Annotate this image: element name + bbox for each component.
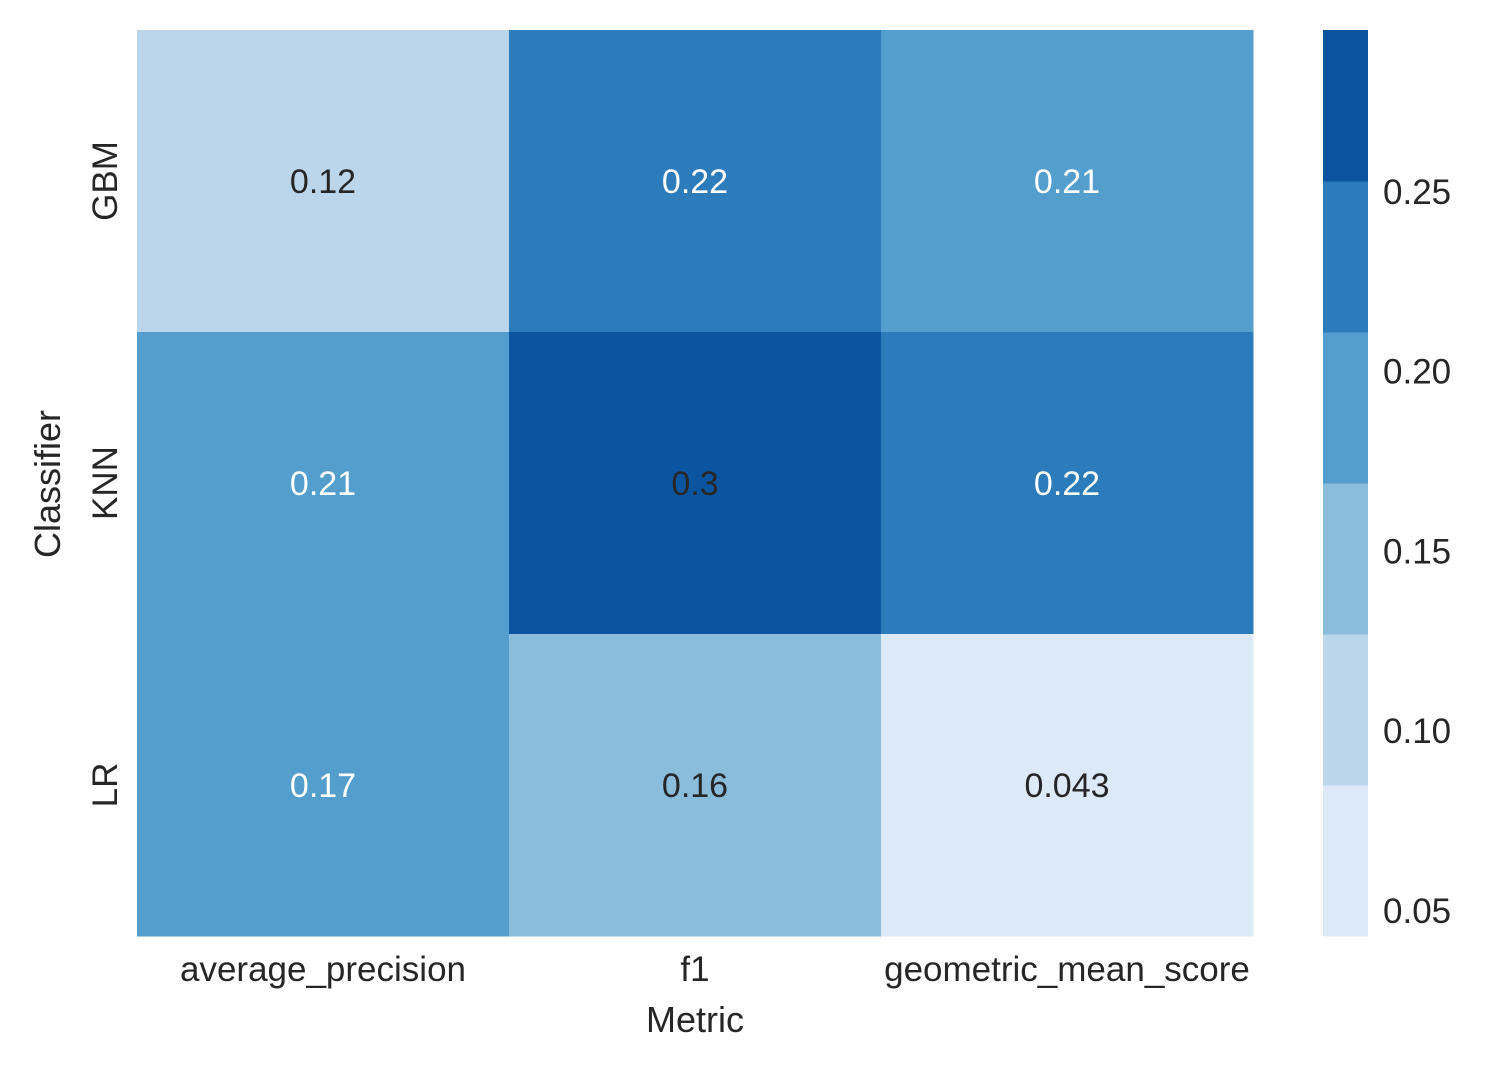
- x-tick-label: average_precision: [180, 950, 466, 989]
- heatmap-cell: [509, 332, 882, 635]
- heatmap-cell: [137, 634, 510, 937]
- cell-value-label: 0.17: [290, 767, 356, 805]
- heatmap-cell: [881, 634, 1254, 937]
- cell-value-label: 0.3: [671, 465, 718, 503]
- colorbar-segment: [1323, 332, 1368, 484]
- cell-value-label: 0.043: [1024, 767, 1109, 805]
- heatmap-cell: [509, 634, 882, 937]
- cell-value-label: 0.21: [290, 465, 356, 503]
- x-tick-label: geometric_mean_score: [884, 950, 1250, 989]
- colorbar-tick-label: 0.25: [1383, 173, 1451, 212]
- y-tick-label: GBM: [86, 141, 125, 221]
- heatmap-cell: [137, 332, 510, 635]
- x-axis-label: Metric: [646, 999, 744, 1040]
- colorbar-tick-label: 0.05: [1383, 892, 1451, 931]
- heatmap-cell: [509, 30, 882, 333]
- heatmap-cell: [881, 332, 1254, 635]
- cell-value-label: 0.16: [662, 767, 728, 805]
- colorbar-tick-label: 0.15: [1383, 532, 1451, 571]
- cell-value-label: 0.22: [662, 163, 728, 201]
- heatmap-cell: [137, 30, 510, 333]
- heatmap-cell: [881, 30, 1254, 333]
- cell-value-label: 0.12: [290, 163, 356, 201]
- colorbar-segment: [1323, 181, 1368, 333]
- heatmap-cells: 0.12 0.22 0.21 0.21 0.3 0.22 0.17 0.16 0.043: [137, 30, 1254, 937]
- y-tick-labels: GBM KNN LR: [86, 141, 125, 807]
- cell-value-label: 0.22: [1034, 465, 1100, 503]
- colorbar-segment: [1323, 785, 1368, 937]
- x-tick-labels: average_precision f1 geometric_mean_score: [180, 950, 1250, 989]
- colorbar-segment: [1323, 483, 1368, 635]
- x-tick-label: f1: [680, 950, 709, 989]
- colorbar-tick-labels: 0.05 0.10 0.15 0.20 0.25: [1383, 173, 1451, 931]
- cell-value-label: 0.21: [1034, 163, 1100, 201]
- y-tick-label: KNN: [86, 446, 125, 520]
- colorbar: [1323, 30, 1368, 937]
- colorbar-segment: [1323, 634, 1368, 786]
- y-tick-label: LR: [86, 763, 125, 808]
- y-axis-label: Classifier: [27, 410, 68, 558]
- colorbar-segment: [1323, 30, 1368, 182]
- colorbar-tick-label: 0.20: [1383, 353, 1451, 392]
- colorbar-tick-label: 0.10: [1383, 712, 1451, 751]
